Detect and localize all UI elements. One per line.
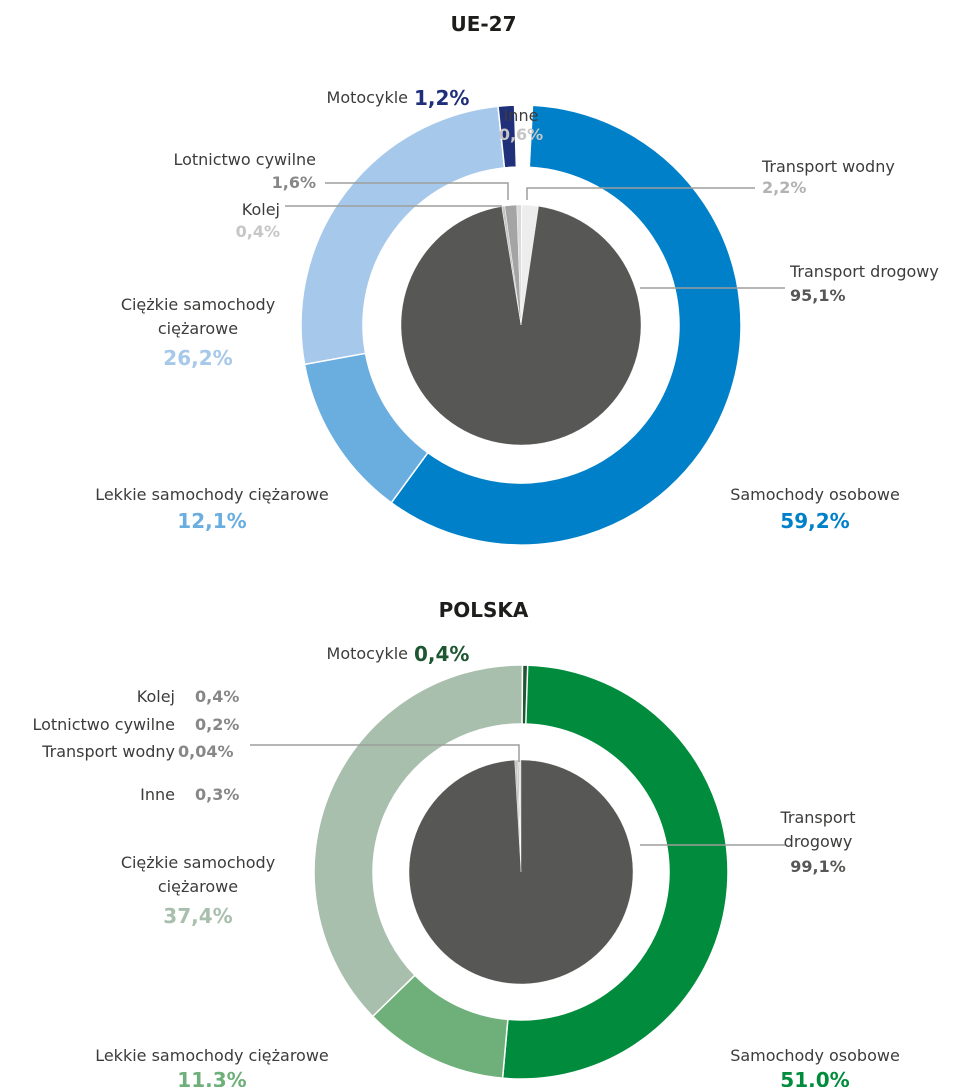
slice-value: 99,1% — [790, 857, 846, 876]
slice-value: 0,4% — [235, 222, 280, 241]
slice-value: 0,3% — [195, 785, 240, 804]
donut-segment — [501, 664, 729, 1080]
slice-label: Transport drogowy — [790, 262, 939, 281]
slice-value: 11,3% — [177, 1068, 247, 1087]
slice-value: 2,2% — [762, 178, 807, 197]
chart-title: UE-27 — [450, 12, 517, 36]
leader-line — [325, 182, 509, 200]
slice-value: 0,2% — [195, 715, 240, 734]
leader-line — [526, 187, 755, 200]
slice-label: Motocykle — [326, 644, 408, 663]
donut-segment — [497, 104, 518, 169]
slice-label: Ciężkie samochody ciężarowe — [120, 853, 276, 896]
slice-label: Samochody osobowe — [730, 485, 900, 504]
slice-value: 0,4% — [414, 642, 470, 666]
slice-label: Motocykle — [326, 88, 408, 107]
slice-label: Lotnictwo cywilne — [173, 150, 316, 169]
leader-line — [250, 744, 520, 762]
slice-label: Lekkie samochody ciężarowe — [95, 485, 329, 504]
leader-lines — [250, 182, 785, 846]
slice-value: 1,6% — [271, 173, 316, 192]
slice-value: 0,6% — [498, 125, 544, 144]
slice-label: Ciężkie samochody ciężarowe — [120, 295, 276, 338]
pie-slice — [408, 759, 634, 985]
slice-value: 95,1% — [790, 286, 846, 305]
slice-value: 26,2% — [163, 346, 233, 370]
slice-label: Transport wodny — [42, 742, 175, 761]
slice-label: Lekkie samochody ciężarowe — [95, 1046, 329, 1065]
slice-label: Kolej — [241, 200, 280, 219]
slice-value: 37,4% — [163, 904, 233, 928]
pie-slice — [516, 204, 522, 326]
slice-label: Samochody osobowe — [730, 1046, 900, 1065]
slice-value: 0,04% — [178, 742, 234, 761]
slice-label: Inne — [503, 106, 539, 125]
slice-value: 0,4% — [195, 687, 240, 706]
donut-segment — [300, 105, 506, 366]
chart-title: POLSKA — [438, 598, 529, 622]
slice-value: 51,0% — [780, 1068, 850, 1087]
slice-label: Inne — [140, 785, 175, 804]
slice-label: Transport wodny — [762, 157, 895, 176]
slice-value: 59,2% — [780, 509, 850, 533]
slice-value: 12,1% — [177, 509, 247, 533]
slice-label: Kolej — [136, 687, 175, 706]
donut-segment — [521, 664, 529, 725]
slice-value: 1,2% — [414, 86, 470, 110]
pie-slice — [400, 206, 642, 446]
slice-label: Transport drogowy — [780, 808, 856, 851]
donut-segment — [313, 664, 524, 1018]
slice-label: Lotnictwo cywilne — [32, 715, 175, 734]
